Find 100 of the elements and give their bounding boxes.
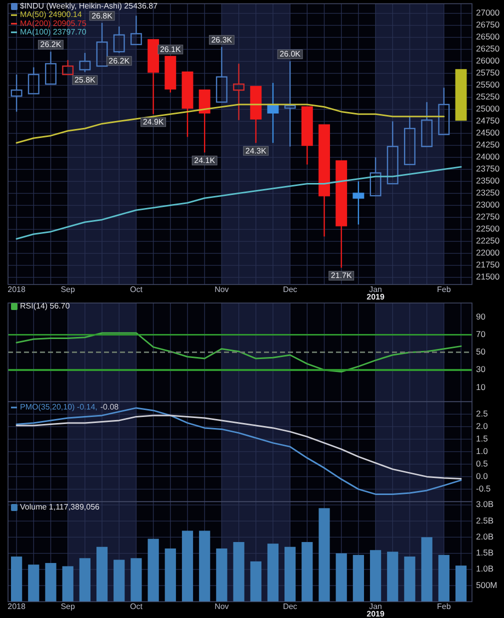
x-tick-label: Oct — [130, 602, 144, 612]
candlestick — [352, 180, 364, 226]
candlestick — [62, 60, 74, 76]
bar — [387, 552, 398, 602]
y-tick-label: 22750 — [476, 212, 500, 222]
x-tick-label: Jan 2019 — [366, 285, 385, 302]
x-tick-label: 2018 — [8, 285, 26, 294]
candlestick — [148, 39, 160, 115]
x-tick-label: Feb — [437, 285, 452, 294]
x-tick-label: Sep — [60, 602, 76, 612]
y-tick-label: 2.0 — [476, 420, 488, 431]
y-tick-label: 1.5B — [476, 548, 494, 558]
candlestick — [216, 46, 228, 103]
line-series — [16, 166, 462, 240]
x-tick-label: Sep — [60, 285, 76, 294]
series-label: -0.08 — [100, 402, 120, 412]
y-tick-label: 26500 — [476, 32, 500, 42]
bar — [62, 566, 74, 602]
y-tick-label: 24500 — [476, 128, 500, 138]
bar — [455, 566, 467, 602]
annotation: 24.9K — [142, 118, 164, 127]
annotation: 24.3K — [245, 146, 267, 156]
y-tick-label: 27000 — [476, 8, 500, 18]
y-tick-label: 23000 — [476, 200, 500, 210]
y-tick-label: 24250 — [476, 140, 500, 150]
bar — [302, 542, 313, 602]
candlestick — [386, 120, 398, 184]
y-tick-label: 25750 — [476, 68, 500, 78]
annotation: 25.8K — [74, 76, 96, 85]
legend-label: MA(50) 24900.14 — [20, 10, 82, 20]
candlestick — [233, 63, 245, 121]
annotation: 26.3K — [211, 35, 233, 44]
candlestick — [182, 72, 194, 138]
x-tick-label: Jan 2019 — [366, 602, 385, 618]
annotation: 21.7K — [330, 271, 352, 280]
y-tick-label: 70 — [476, 328, 486, 339]
bar — [318, 508, 330, 602]
bar — [336, 553, 347, 602]
legend-label: $INDU (Weekly, Heikin-Ashi) 25436.87 — [20, 2, 158, 11]
y-tick-label: 24000 — [476, 152, 500, 162]
bar — [164, 548, 176, 602]
legend-label: Volume 1,117,389,056 — [20, 502, 100, 512]
bar — [233, 542, 244, 602]
annotation: 26.0K — [280, 50, 302, 59]
y-tick-label: 21750 — [476, 260, 500, 270]
legend-label: PMO(35,20,10) -0.14, — [20, 402, 98, 412]
y-tick-label: 10 — [476, 382, 486, 392]
y-tick-label: 22250 — [476, 236, 500, 246]
y-tick-label: 25500 — [476, 80, 500, 90]
candlestick — [455, 69, 467, 121]
annotation: 24.1K — [194, 156, 216, 165]
y-tick-label: 0.0 — [476, 470, 488, 481]
bar — [404, 556, 416, 602]
y-tick-label: 26250 — [476, 44, 500, 54]
x-tick-label: Dec — [282, 602, 298, 612]
y-tick-label: 1.5 — [476, 433, 488, 444]
candlestick — [301, 106, 313, 166]
y-tick-label: 0.5 — [476, 458, 488, 468]
x-tick-label: Feb — [437, 602, 452, 612]
candlestick — [404, 116, 416, 166]
y-tick-label: 21500 — [476, 272, 500, 282]
bar — [79, 558, 90, 602]
y-tick-label: 2.5B — [476, 515, 494, 526]
y-tick-label: 22500 — [476, 224, 500, 234]
bar — [216, 548, 228, 602]
candlestick — [10, 74, 22, 112]
y-tick-label: 26000 — [476, 56, 500, 66]
annotation: 26.2K — [108, 56, 130, 66]
bar — [114, 560, 125, 602]
y-tick-label: 24750 — [476, 116, 500, 126]
y-tick-label: 3.0B — [476, 499, 494, 510]
bar — [199, 530, 210, 602]
bar — [267, 544, 279, 602]
y-tick-label: 2.0B — [476, 531, 494, 542]
y-tick-label: 23500 — [476, 176, 500, 186]
y-tick-label: 1.0 — [476, 446, 488, 456]
bar — [370, 550, 382, 602]
candlestick — [250, 86, 262, 144]
candlestick — [370, 156, 382, 196]
candlestick — [438, 87, 450, 136]
bar — [421, 537, 432, 602]
y-tick-label: 25000 — [476, 104, 500, 114]
candlestick — [198, 90, 210, 154]
y-tick-label: 30 — [476, 364, 486, 374]
y-tick-label: 23250 — [476, 188, 500, 198]
y-tick-label: -0.5 — [476, 483, 491, 494]
candlestick — [130, 15, 142, 46]
legend-label: RSI(14) 56.70 — [20, 302, 70, 311]
y-tick-label: 1.0B — [476, 564, 494, 574]
bar — [438, 554, 450, 602]
bar — [250, 561, 262, 602]
y-tick-label: 2.5 — [476, 408, 488, 418]
bar — [130, 558, 142, 602]
annotation: 26.1K — [160, 44, 182, 54]
x-tick-label: Oct — [130, 285, 144, 294]
bar — [28, 564, 40, 602]
bar — [10, 556, 22, 602]
y-tick-label: 23750 — [476, 164, 500, 174]
candlestick — [45, 51, 56, 85]
bar — [148, 538, 159, 602]
